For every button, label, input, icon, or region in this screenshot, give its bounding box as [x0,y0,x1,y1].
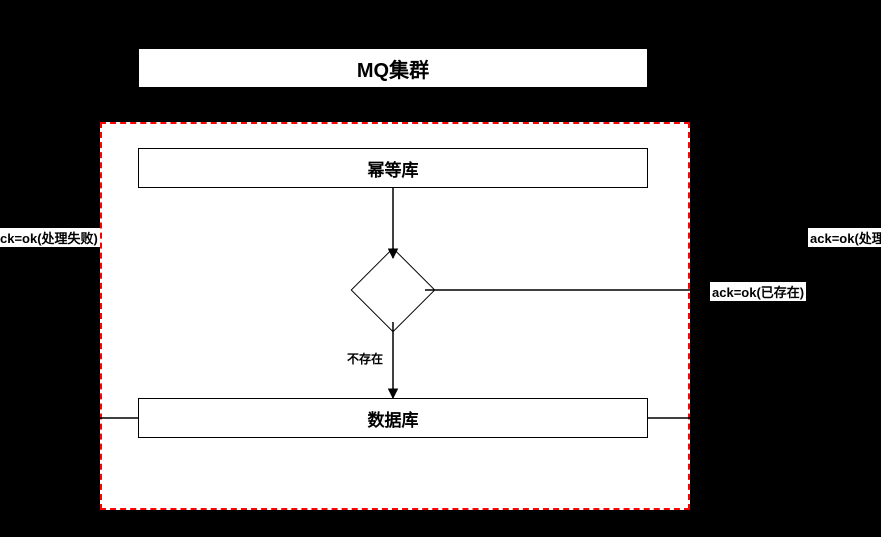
label-not-exists: 不存在 [345,350,385,367]
label-ack-success: ack=ok(处理成 [808,228,881,247]
node-idem-label: 幂等库 [368,156,419,181]
node-database: 数据库 [138,398,648,438]
label-ack-exists: ack=ok(已存在) [710,282,806,301]
diagram-canvas: MQ集群 幂等库 数据库 不存在 ack=ok(已存在) ck [0,0,881,537]
label-ack-fail: ck=ok(处理失败) [0,228,100,247]
node-db-label: 数据库 [368,406,419,431]
node-idempotent-store: 幂等库 [138,148,648,188]
node-mq-label: MQ集群 [357,54,429,83]
node-mq-cluster: MQ集群 [138,48,648,88]
